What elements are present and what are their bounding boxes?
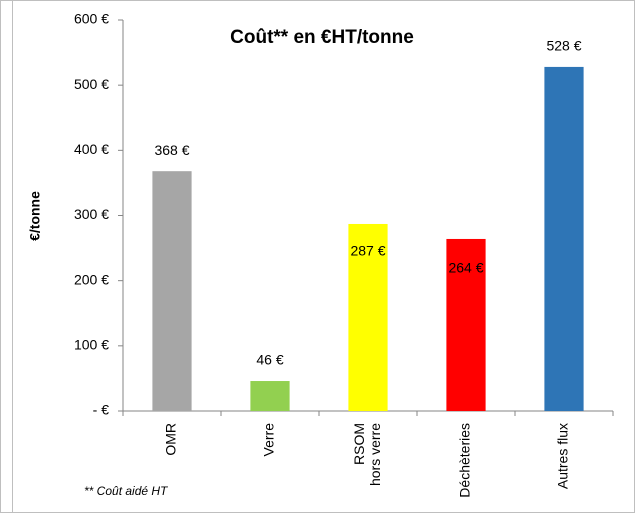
- y-tick-label: 300 €: [74, 206, 109, 222]
- footnote: ** Coût aidé HT: [84, 484, 169, 498]
- bar: [446, 238, 486, 411]
- y-tick-label: 600 €: [74, 11, 109, 27]
- x-tick-label: RSOMhors verre: [351, 423, 383, 486]
- y-tick-label: - €: [93, 402, 110, 418]
- value-label: 287 €: [350, 243, 385, 259]
- x-tick-label: Déchèteries: [457, 423, 473, 498]
- chart-title: Coût** en €HT/tonne: [230, 27, 414, 48]
- value-label: 264 €: [448, 260, 483, 276]
- y-tick-label: 500 €: [74, 76, 109, 92]
- x-tick-label: Autres flux: [555, 423, 571, 489]
- x-tick-label: OMR: [163, 423, 179, 456]
- value-label: 46 €: [256, 352, 283, 368]
- bar: [152, 171, 192, 411]
- value-label: 368 €: [154, 142, 189, 158]
- bar: [348, 223, 388, 411]
- y-axis-label: €/tonne: [27, 191, 43, 241]
- bar: [250, 381, 290, 411]
- bar: [544, 66, 584, 412]
- y-tick-label: 100 €: [74, 337, 109, 353]
- y-tick-label: 400 €: [74, 141, 109, 157]
- x-tick-label: Verre: [261, 423, 277, 457]
- value-label: 528 €: [546, 38, 581, 54]
- y-tick-label: 200 €: [74, 271, 109, 287]
